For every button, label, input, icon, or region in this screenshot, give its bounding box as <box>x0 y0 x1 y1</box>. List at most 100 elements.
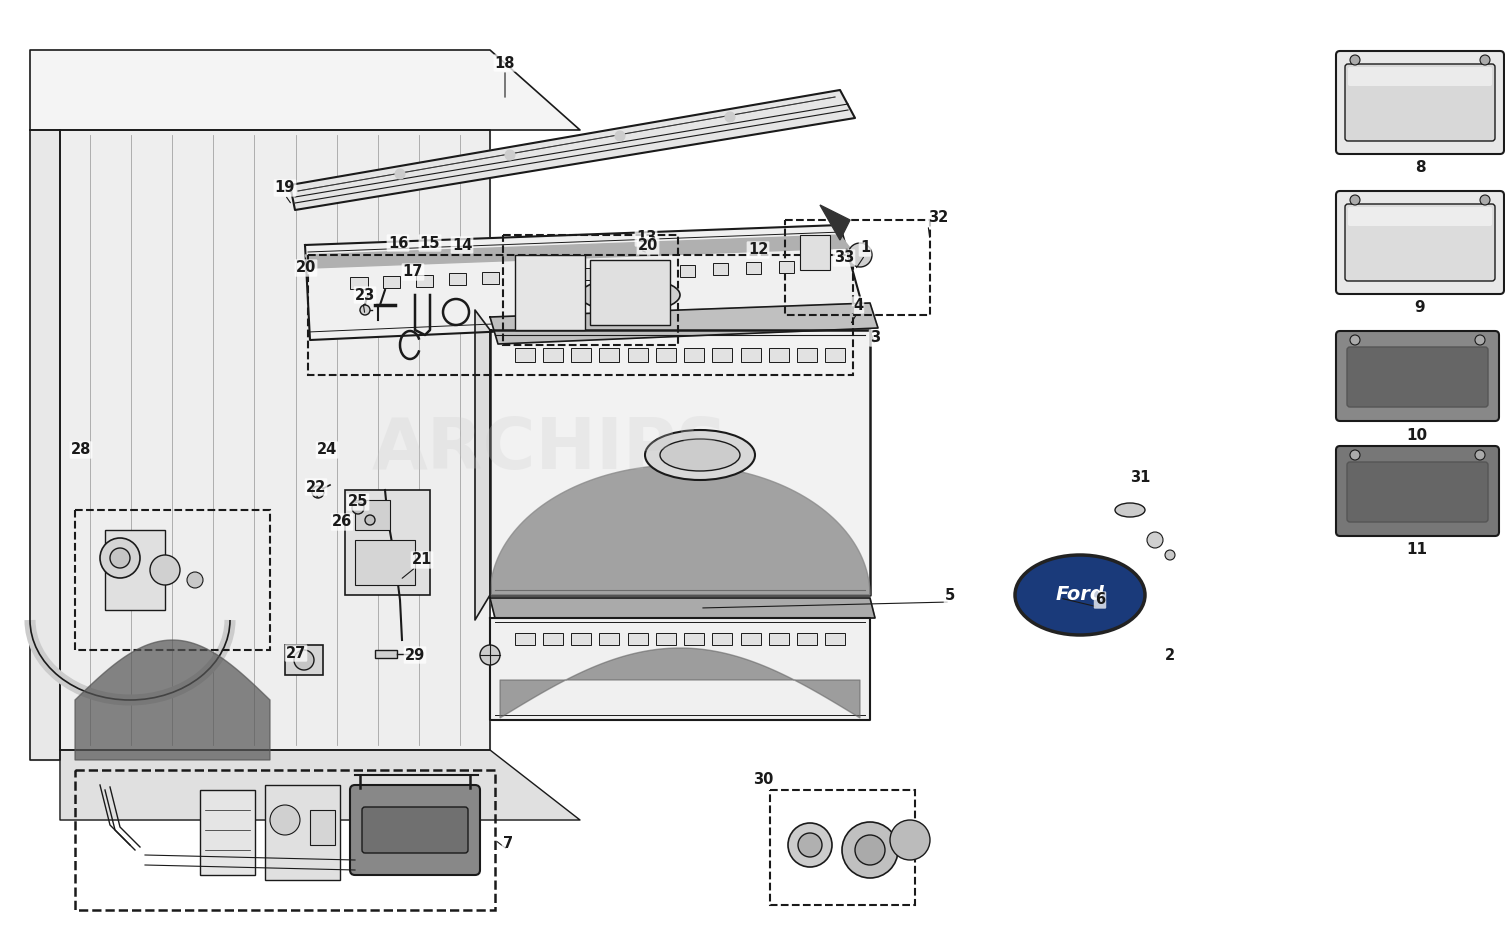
Bar <box>415 275 433 287</box>
Circle shape <box>1165 550 1175 560</box>
Circle shape <box>789 823 832 867</box>
Circle shape <box>506 150 515 160</box>
Text: 12: 12 <box>748 242 768 257</box>
FancyBboxPatch shape <box>363 807 468 853</box>
Bar <box>656 633 676 645</box>
Bar <box>200 790 254 875</box>
Circle shape <box>480 645 500 665</box>
Circle shape <box>366 515 375 525</box>
Bar <box>769 348 789 362</box>
Polygon shape <box>491 330 870 595</box>
FancyBboxPatch shape <box>1347 462 1488 522</box>
Ellipse shape <box>579 278 680 313</box>
Text: 28: 28 <box>71 442 92 458</box>
Polygon shape <box>30 130 60 760</box>
Text: 24: 24 <box>318 442 337 458</box>
Bar <box>515 255 585 330</box>
FancyBboxPatch shape <box>1348 207 1491 226</box>
Bar <box>614 267 629 279</box>
Bar <box>515 633 534 645</box>
Bar <box>628 633 647 645</box>
Text: Ford: Ford <box>1055 586 1105 605</box>
Text: 33: 33 <box>834 251 855 265</box>
Text: 14: 14 <box>452 238 473 253</box>
Polygon shape <box>60 750 579 820</box>
FancyBboxPatch shape <box>1336 51 1503 154</box>
Ellipse shape <box>661 439 740 471</box>
Bar <box>713 264 728 276</box>
Bar <box>746 262 760 274</box>
Bar <box>543 348 563 362</box>
Bar <box>543 633 563 645</box>
Bar <box>798 348 817 362</box>
Text: 27: 27 <box>286 646 306 660</box>
Bar <box>685 348 704 362</box>
Circle shape <box>841 822 898 878</box>
Text: 6: 6 <box>1096 593 1105 608</box>
Ellipse shape <box>1115 503 1145 517</box>
Text: ARCHIPS: ARCHIPS <box>372 415 728 485</box>
Circle shape <box>725 112 734 122</box>
Circle shape <box>394 169 405 179</box>
Bar <box>515 271 531 283</box>
Bar <box>310 810 336 845</box>
Circle shape <box>150 555 181 585</box>
Bar <box>680 265 695 277</box>
Bar <box>599 633 620 645</box>
Polygon shape <box>500 648 859 718</box>
FancyBboxPatch shape <box>1348 67 1491 86</box>
Bar <box>355 500 390 530</box>
Bar <box>647 265 662 278</box>
Bar <box>345 490 430 595</box>
Circle shape <box>1147 532 1163 548</box>
Circle shape <box>269 805 299 835</box>
Text: 31: 31 <box>1130 471 1150 486</box>
Text: 23: 23 <box>355 288 375 302</box>
Bar <box>769 633 789 645</box>
Text: 4: 4 <box>853 298 862 313</box>
Text: 16: 16 <box>388 236 408 251</box>
Circle shape <box>1479 55 1490 65</box>
Bar <box>75 770 495 910</box>
Bar <box>801 235 829 270</box>
Bar <box>570 633 591 645</box>
Circle shape <box>1350 450 1361 460</box>
Circle shape <box>110 548 129 568</box>
Bar <box>482 272 498 284</box>
Bar <box>548 269 564 281</box>
Circle shape <box>1350 335 1361 345</box>
Polygon shape <box>820 205 850 240</box>
Polygon shape <box>306 235 850 268</box>
FancyBboxPatch shape <box>1347 347 1488 407</box>
Circle shape <box>798 833 822 857</box>
Polygon shape <box>75 640 269 760</box>
Text: 3: 3 <box>870 330 880 346</box>
Bar <box>265 785 340 880</box>
Bar <box>771 790 915 905</box>
Circle shape <box>293 650 315 670</box>
Text: 25: 25 <box>348 495 369 510</box>
Circle shape <box>855 835 885 865</box>
Bar <box>75 510 269 650</box>
Polygon shape <box>491 303 877 344</box>
Bar <box>309 255 853 375</box>
Bar <box>825 348 846 362</box>
Bar <box>503 235 677 345</box>
Circle shape <box>847 243 871 267</box>
Polygon shape <box>491 618 870 720</box>
Bar <box>355 540 415 585</box>
FancyBboxPatch shape <box>351 785 480 875</box>
Text: 7: 7 <box>503 835 513 850</box>
Bar <box>581 268 597 280</box>
Circle shape <box>1350 195 1361 205</box>
Circle shape <box>1350 55 1361 65</box>
Polygon shape <box>60 130 491 750</box>
Bar <box>284 645 324 675</box>
Text: 1: 1 <box>859 240 870 255</box>
Bar <box>798 633 817 645</box>
FancyBboxPatch shape <box>1336 191 1503 294</box>
Bar <box>740 633 760 645</box>
Bar <box>448 273 467 285</box>
Text: 20: 20 <box>638 239 658 253</box>
Bar <box>712 633 733 645</box>
